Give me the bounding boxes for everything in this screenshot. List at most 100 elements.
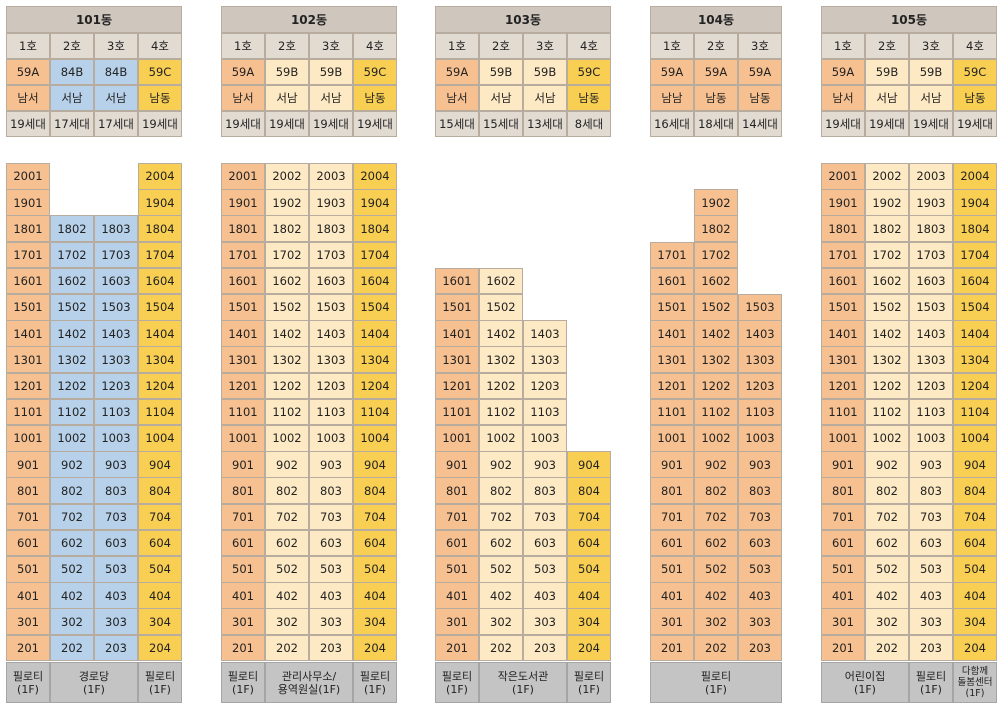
room-cell: 1004 [138, 425, 182, 452]
room-cell: 1504 [353, 294, 397, 321]
room-cell: 204 [567, 634, 611, 662]
room-cell: 903 [94, 451, 138, 478]
ground-floor-use: 경로당 (1F) [50, 662, 138, 703]
room-cell: 403 [523, 582, 567, 609]
room-cell: 702 [694, 503, 738, 531]
room-cell: 901 [650, 451, 694, 478]
room-cell: 1802 [865, 215, 909, 243]
room-cell: 1502 [265, 294, 309, 321]
room-cell: 1404 [138, 320, 182, 347]
room-cell: 2003 [909, 163, 953, 190]
room-cell: 1202 [50, 372, 94, 400]
room-cell: 203 [309, 634, 353, 662]
room-cell: 202 [265, 634, 309, 662]
room-cell: 803 [94, 477, 138, 505]
room-cell: 1303 [738, 346, 782, 374]
unit-count: 19세대 [309, 111, 353, 137]
unit-direction: 남동 [567, 85, 611, 111]
room-cell: 803 [523, 477, 567, 505]
unit-direction: 서남 [309, 85, 353, 111]
room-cell: 1804 [353, 215, 397, 243]
room-cell: 803 [309, 477, 353, 505]
room-cell: 804 [138, 477, 182, 505]
room-cell: 802 [50, 477, 94, 505]
room-cell: 604 [567, 529, 611, 557]
unit-direction: 남서 [435, 85, 479, 111]
unit-count: 19세대 [821, 111, 865, 137]
unit-number-header: 1호 [821, 33, 865, 59]
unit-direction: 남동 [353, 85, 397, 111]
room-cell: 1301 [435, 346, 479, 374]
room-cell: 501 [221, 556, 265, 583]
room-cell: 902 [50, 451, 94, 478]
room-cell: 704 [353, 503, 397, 531]
room-cell: 1401 [650, 320, 694, 347]
room-cell: 1203 [738, 372, 782, 400]
building-title: 102동 [221, 6, 397, 33]
room-cell: 1604 [953, 267, 997, 295]
room-cell: 902 [265, 451, 309, 478]
unit-count: 14세대 [738, 111, 782, 137]
unit-direction: 남서 [221, 85, 265, 111]
room-cell: 1202 [694, 372, 738, 400]
room-cell: 1904 [138, 189, 182, 216]
room-cell: 1903 [309, 189, 353, 216]
room-cell: 1304 [953, 346, 997, 374]
room-cell: 1103 [523, 398, 567, 426]
room-cell: 402 [865, 582, 909, 609]
room-cell: 1902 [694, 189, 738, 216]
ground-floor-label: (1F) [364, 682, 386, 696]
room-cell: 1702 [865, 241, 909, 269]
room-cell: 1602 [265, 267, 309, 295]
unit-number-header: 4호 [567, 33, 611, 59]
room-cell: 904 [353, 451, 397, 478]
room-cell: 1501 [435, 294, 479, 321]
unit-number-header: 1호 [650, 33, 694, 59]
room-cell: 1303 [523, 346, 567, 374]
room-cell: 901 [221, 451, 265, 478]
room-cell: 604 [138, 529, 182, 557]
room-cell: 1703 [909, 241, 953, 269]
room-cell: 801 [821, 477, 865, 505]
room-cell: 1402 [865, 320, 909, 347]
unit-type: 59C [353, 59, 397, 85]
unit-direction: 남서 [6, 85, 50, 111]
room-cell: 801 [650, 477, 694, 505]
room-cell: 1503 [909, 294, 953, 321]
ground-floor-label: (1F) [965, 688, 985, 699]
room-cell: 1402 [694, 320, 738, 347]
room-cell: 1703 [94, 241, 138, 269]
room-cell: 2004 [953, 163, 997, 190]
room-cell: 1802 [50, 215, 94, 243]
unit-direction: 남서 [821, 85, 865, 111]
unit-direction: 서남 [865, 85, 909, 111]
unit-type: 59A [6, 59, 50, 85]
room-cell: 902 [694, 451, 738, 478]
room-cell: 1601 [221, 267, 265, 295]
room-cell: 1502 [694, 294, 738, 321]
room-cell: 502 [50, 556, 94, 583]
room-cell: 1701 [221, 241, 265, 269]
room-cell: 1801 [6, 215, 50, 243]
unit-number-header: 2호 [50, 33, 94, 59]
room-cell: 701 [435, 503, 479, 531]
room-cell: 1204 [353, 372, 397, 400]
unit-number-header: 3호 [738, 33, 782, 59]
room-cell: 1003 [523, 425, 567, 452]
room-cell: 203 [909, 634, 953, 662]
room-cell: 1004 [353, 425, 397, 452]
room-cell: 203 [738, 634, 782, 662]
room-cell: 1101 [6, 398, 50, 426]
building-title: 105동 [821, 6, 997, 33]
room-cell: 903 [309, 451, 353, 478]
room-cell: 1404 [353, 320, 397, 347]
room-cell: 1303 [94, 346, 138, 374]
unit-count: 17세대 [94, 111, 138, 137]
unit-count: 19세대 [909, 111, 953, 137]
room-cell: 601 [221, 529, 265, 557]
room-cell: 904 [567, 451, 611, 478]
ground-floor-use: 필로티 (1F) [650, 662, 782, 703]
room-cell: 1501 [221, 294, 265, 321]
room-cell: 901 [6, 451, 50, 478]
room-cell: 304 [353, 608, 397, 636]
